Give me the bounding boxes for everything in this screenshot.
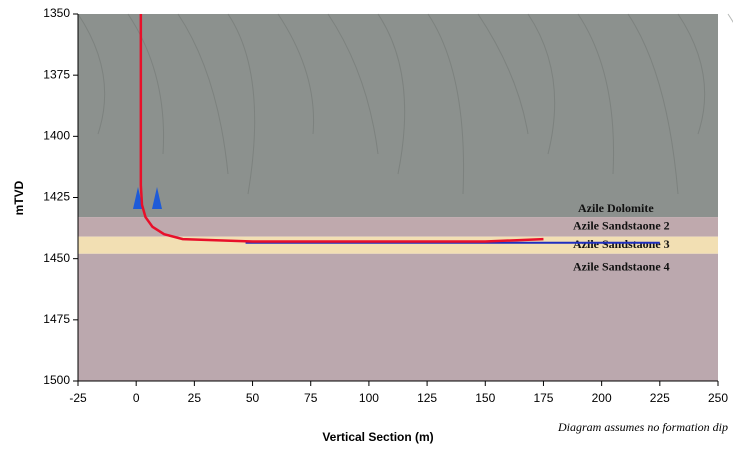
x-tick-label: 225 bbox=[650, 391, 670, 405]
formation-label: Azile Sandstaone 2 bbox=[573, 219, 670, 233]
x-tick-label: 50 bbox=[246, 391, 260, 405]
y-tick-label: 1375 bbox=[43, 67, 70, 81]
y-tick-label: 1500 bbox=[43, 373, 70, 387]
x-axis-label: Vertical Section (m) bbox=[322, 430, 433, 444]
y-tick-label: 1350 bbox=[43, 6, 70, 20]
y-tick-label: 1475 bbox=[43, 312, 70, 326]
x-tick-label: -25 bbox=[69, 391, 87, 405]
formation-label: Azile Dolomite bbox=[578, 201, 654, 215]
x-tick-label: 75 bbox=[304, 391, 318, 405]
formation-label: Azile Sandstaone 3 bbox=[573, 237, 670, 251]
x-tick-label: 250 bbox=[708, 391, 728, 405]
rock-texture bbox=[728, 14, 733, 154]
y-tick-label: 1450 bbox=[43, 251, 70, 265]
y-axis-label: mTVD bbox=[12, 180, 26, 215]
page: mTVD Vertical Section (m) Diagram assume… bbox=[0, 0, 733, 449]
annotation: Diagram assumes no formation dip bbox=[557, 420, 728, 434]
x-tick-label: 200 bbox=[592, 391, 612, 405]
x-tick-label: 0 bbox=[133, 391, 140, 405]
chart: mTVD Vertical Section (m) Diagram assume… bbox=[0, 0, 733, 449]
formation-label: Azile Sandstaone 4 bbox=[573, 260, 670, 274]
y-tick-label: 1400 bbox=[43, 129, 70, 143]
x-tick-label: 100 bbox=[359, 391, 379, 405]
x-tick-label: 25 bbox=[188, 391, 202, 405]
x-tick-label: 150 bbox=[475, 391, 495, 405]
formation-band bbox=[78, 14, 718, 217]
y-tick-label: 1425 bbox=[43, 190, 70, 204]
x-tick-label: 175 bbox=[533, 391, 553, 405]
x-tick-label: 125 bbox=[417, 391, 437, 405]
